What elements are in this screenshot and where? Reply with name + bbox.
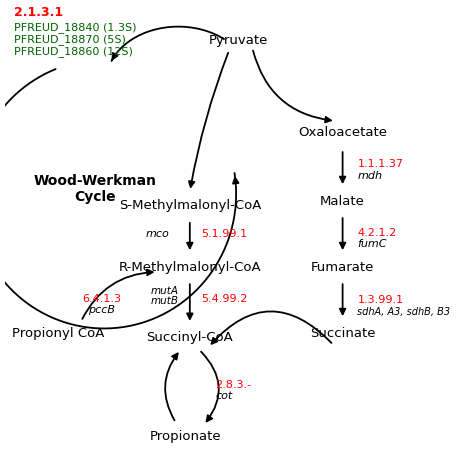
Text: mutB: mutB (150, 296, 178, 306)
Text: Propionyl CoA: Propionyl CoA (12, 327, 104, 340)
Text: 2.8.3.-: 2.8.3.- (215, 380, 251, 390)
Text: PFREUD_18860 (12S): PFREUD_18860 (12S) (14, 46, 133, 57)
Text: cot: cot (215, 391, 233, 402)
Text: Succinate: Succinate (310, 327, 375, 340)
Text: Oxaloacetate: Oxaloacetate (298, 126, 387, 139)
Text: mutA: mutA (150, 286, 178, 296)
Text: Succinyl-CoA: Succinyl-CoA (146, 332, 233, 344)
Text: fumC: fumC (357, 239, 387, 249)
Text: Malate: Malate (320, 194, 365, 208)
Text: 4.2.1.2: 4.2.1.2 (357, 228, 397, 238)
Text: R-Methylmalonyl-CoA: R-Methylmalonyl-CoA (118, 261, 261, 274)
Text: 6.4.1.3: 6.4.1.3 (82, 294, 121, 304)
Text: Fumarate: Fumarate (311, 261, 374, 274)
Text: mdh: mdh (357, 171, 383, 181)
Text: Wood-Werkman
Cycle: Wood-Werkman Cycle (33, 174, 156, 204)
Text: 5.1.99.1: 5.1.99.1 (201, 228, 247, 239)
Text: Propionate: Propionate (149, 430, 221, 443)
Text: pccB: pccB (88, 305, 115, 315)
Text: 2.1.3.1: 2.1.3.1 (14, 6, 63, 19)
Text: 1.3.99.1: 1.3.99.1 (357, 295, 403, 305)
Text: S-Methylmalonyl-CoA: S-Methylmalonyl-CoA (118, 199, 261, 212)
Text: 5.4.99.2: 5.4.99.2 (201, 294, 248, 304)
Text: PFREUD_18870 (5S): PFREUD_18870 (5S) (14, 34, 126, 45)
Text: 1.1.1.37: 1.1.1.37 (357, 159, 403, 169)
Text: PFREUD_18840 (1.3S): PFREUD_18840 (1.3S) (14, 22, 137, 33)
Text: Pyruvate: Pyruvate (209, 34, 268, 47)
Text: sdhA, A3, sdhB, B3: sdhA, A3, sdhB, B3 (357, 307, 451, 317)
Text: mco: mco (145, 228, 169, 239)
